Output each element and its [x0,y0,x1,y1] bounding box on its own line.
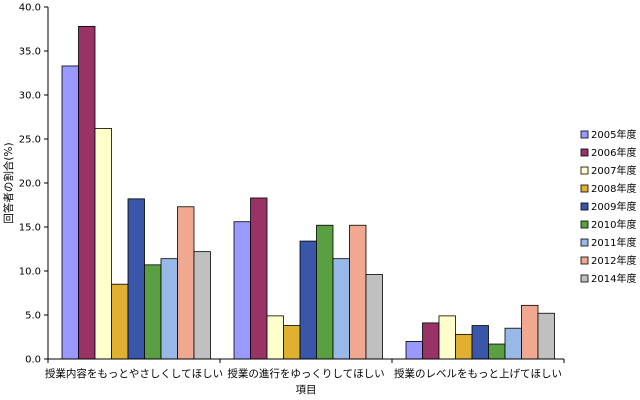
legend-swatch [580,130,589,139]
legend-label: 2007年度 [591,164,636,177]
bar [144,264,162,360]
x-axis-ticks [47,359,565,363]
bar [471,325,489,360]
x-axis-title: 項目 [296,384,317,396]
y-tick-label: 25.0 [19,135,41,146]
legend: 2005年度 2006年度 2007年度 2008年度 2009年度 2010年度 2011… [580,128,636,285]
y-tick-label: 20.0 [19,179,41,190]
legend-label: 2009年度 [591,200,636,213]
bar [94,128,112,360]
bar [233,221,251,360]
legend-label: 2008年度 [591,182,636,195]
y-tick-label: 0.0 [25,355,41,366]
y-axis-ticks: 0.0 5.0 10.0 15.0 20.0 25.0 30.0 35.0 40.0 [19,3,48,366]
bar [193,251,211,360]
legend-label: 2014年度 [591,272,636,285]
bar [127,198,145,360]
legend-swatch [580,148,589,157]
y-tick-label: 40.0 [19,3,41,14]
bar [61,65,79,360]
bar [111,283,129,360]
y-tick-label: 5.0 [25,311,41,322]
category-label: 授業内容をもっとやさしくしてほしい [45,367,223,380]
bar [316,224,334,360]
legend-swatch [580,166,589,175]
bar [177,206,195,360]
bar [160,258,178,360]
y-axis-title: 回答者の割合(%) [2,142,15,223]
y-tick-label: 35.0 [19,47,41,58]
legend-label: 2012年度 [591,254,636,267]
legend-swatch [580,202,589,211]
legend-label: 2010年度 [591,218,636,231]
legend-label: 2005年度 [591,128,636,141]
y-tick-label: 15.0 [19,223,41,234]
legend-swatch [580,256,589,265]
bar [365,274,383,360]
bars-group [61,25,555,360]
bar [521,304,539,360]
bar [422,322,440,360]
bar [250,197,268,360]
bar [537,312,555,360]
legend-swatch [580,220,589,229]
legend-label: 2006年度 [591,146,636,159]
legend-swatch [580,274,589,283]
category-label: 授業のレベルをもっと上げてほしい [394,367,562,380]
bar [488,343,506,360]
bar [455,333,473,360]
legend-swatch [580,238,589,247]
bar [78,25,96,360]
y-tick-label: 30.0 [19,91,41,102]
bar [332,258,350,360]
bar [405,340,423,360]
legend-label: 2011年度 [591,236,636,249]
bar [349,224,367,360]
y-tick-label: 10.0 [19,267,41,278]
bar [504,327,522,360]
category-label: 授業の進行をゆっくりしてほしい [227,367,384,380]
bar [299,240,317,360]
bar [438,315,456,360]
category-labels: 授業内容をもっとやさしくしてほしい 授業の進行をゆっくりしてほしい 授業のレベルをも… [45,367,562,380]
legend-swatch [580,184,589,193]
bar [266,315,284,360]
bar [283,325,301,360]
